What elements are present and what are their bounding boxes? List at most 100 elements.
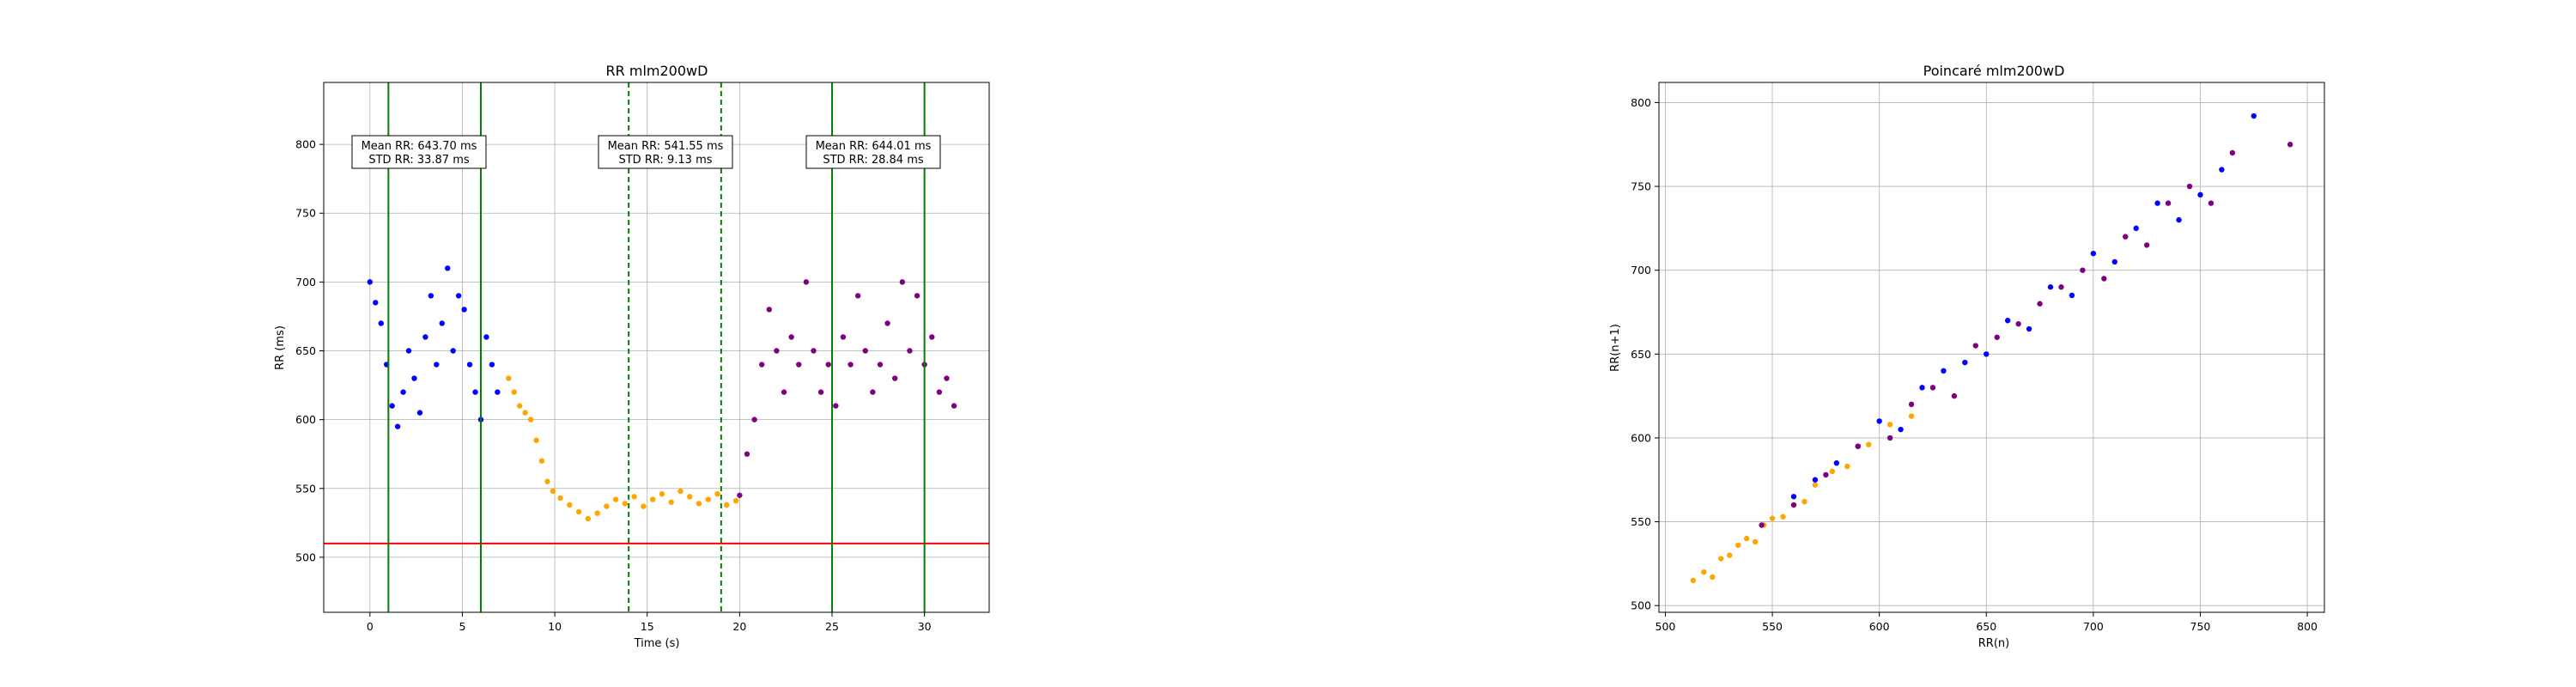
annotation-1-mean: Mean RR: 541.55 ms [608,140,724,153]
rr-series-1-point [567,502,573,508]
rr-series-1-point [522,410,528,416]
poincare-series-2-point [2015,320,2021,327]
poincare-y-tick-label: 550 [1631,515,1651,528]
rr-series-2-point [803,279,810,285]
poincare-series-1-point [2251,112,2257,119]
rr-x-tick-label: 30 [918,620,932,633]
poincare-series-1-point [2090,250,2097,257]
rr-series-2-point [862,348,868,354]
rr-series-0-point [389,403,395,409]
rr-series-0-point [422,334,428,340]
poincare-series-2-point [1855,443,1861,449]
rr-series-2-point [914,293,920,299]
poincare-series-0-point [1710,574,1716,581]
rr-series-0-point [416,410,423,416]
rr-series-2-point [870,389,876,395]
rr-series-0-point [405,348,412,354]
rr-annotation-0: Mean RR: 643.70 ms STD RR: 33.87 ms [351,135,487,169]
rr-series-0-point [483,334,489,340]
rr-series-1-point [732,497,739,504]
rr-series-2-point [737,492,743,498]
rr-series-0-point [378,320,384,326]
rr-series-1-point [714,490,720,497]
rr-series-1-point [594,510,600,516]
annotation-0-std: STD RR: 33.87 ms [368,154,470,167]
poincare-y-tick-label: 650 [1631,348,1651,361]
rr-series-0-point [394,423,401,429]
rr-annotation-1: Mean RR: 541.55 ms STD RR: 9.13 ms [598,135,733,169]
rr-series-0-point [367,279,374,285]
rr-x-tick-label: 10 [548,620,562,633]
rr-series-2-point [840,334,847,340]
annotation-1-std: STD RR: 9.13 ms [618,154,712,167]
poincare-series-2-point [1908,401,1915,408]
poincare-series-2-point [1790,502,1797,508]
poincare-series-1-point [2176,216,2182,223]
rr-series-0-point [445,265,451,271]
poincare-series-2-point [2229,149,2236,156]
rr-series-1-point [550,488,556,495]
poincare-series-0-point [1727,552,1733,558]
rr-series-0-point [411,375,417,381]
rr-series-1-point [612,496,619,502]
annotation-box-0 [351,135,487,169]
rr-series-2-point [936,389,943,395]
poincare-series-2-point [1886,435,1893,441]
rr-series-2-point [833,403,839,409]
annotation-2-mean: Mean RR: 644.01 ms [816,140,932,153]
poincare-series-2-point [1994,334,2000,340]
poincare-x-tick-label: 700 [2083,620,2104,633]
rr-y-tick-label: 750 [295,207,316,220]
poincare-y-axis-label: RR(n+1) [1609,324,1622,372]
poincare-series-1-point [2111,258,2117,265]
poincare-series-1-point [2069,292,2075,299]
rr-series-1-point [649,496,656,502]
rr-series-2-point [951,403,957,409]
rr-series-1-point [527,416,534,423]
rr-series-0-point [472,389,478,395]
rr-series-2-point [899,279,906,285]
poincare-series-2-point [1823,471,1829,478]
poincare-x-tick-label: 500 [1656,620,1676,633]
rr-series-2-point [751,416,757,423]
rr-time-chart: RR mlm200wD Mean RR: 643.70 ms STD RR: 3… [274,63,990,650]
poincare-series-0-point [1866,441,1872,447]
rr-series-1-point [696,501,702,507]
poincare-series-2-point [2058,284,2064,290]
rr-series-1-point [575,508,582,515]
rr-series-1-point [659,490,665,497]
annotation-box-1 [598,135,733,169]
rr-series-2-point [907,348,913,354]
poincare-series-1-point [2219,167,2225,173]
poincare-series-1-point [1941,368,1947,374]
poincare-series-2-point [1951,392,1958,399]
poincare-series-0-point [1829,468,1836,475]
poincare-y-tick-label: 500 [1631,599,1651,612]
poincare-series-2-point [2080,267,2086,273]
poincare-series-1-point [2004,318,2011,324]
rr-chart-title: RR mlm200wD [606,63,708,79]
poincare-series-0-point [1701,568,1707,575]
poincare-series-0-point [1743,535,1750,542]
rr-series-0-point [434,362,440,368]
rr-series-1-point [506,375,512,381]
rr-series-2-point [766,307,773,313]
rr-series-1-point [631,494,637,500]
rr-series-2-point [825,362,831,368]
poincare-x-tick-label: 800 [2297,620,2318,633]
poincare-series-0-point [1690,577,1697,584]
rr-plot-frame [323,82,990,613]
rr-series-1-point [544,478,550,484]
rr-series-2-point [854,293,861,299]
rr-series-2-point [774,348,780,354]
rr-series-2-point [781,389,787,395]
poincare-series-2-point [1929,385,1936,391]
rr-series-1-point [724,502,730,508]
poincare-series-1-point [1790,494,1797,500]
rr-y-tick-label: 800 [295,138,316,151]
rr-series-1-point [677,488,683,495]
rr-y-tick-label: 550 [295,482,316,495]
rr-series-1-point [533,437,539,443]
poincare-series-0-point [1718,556,1724,562]
